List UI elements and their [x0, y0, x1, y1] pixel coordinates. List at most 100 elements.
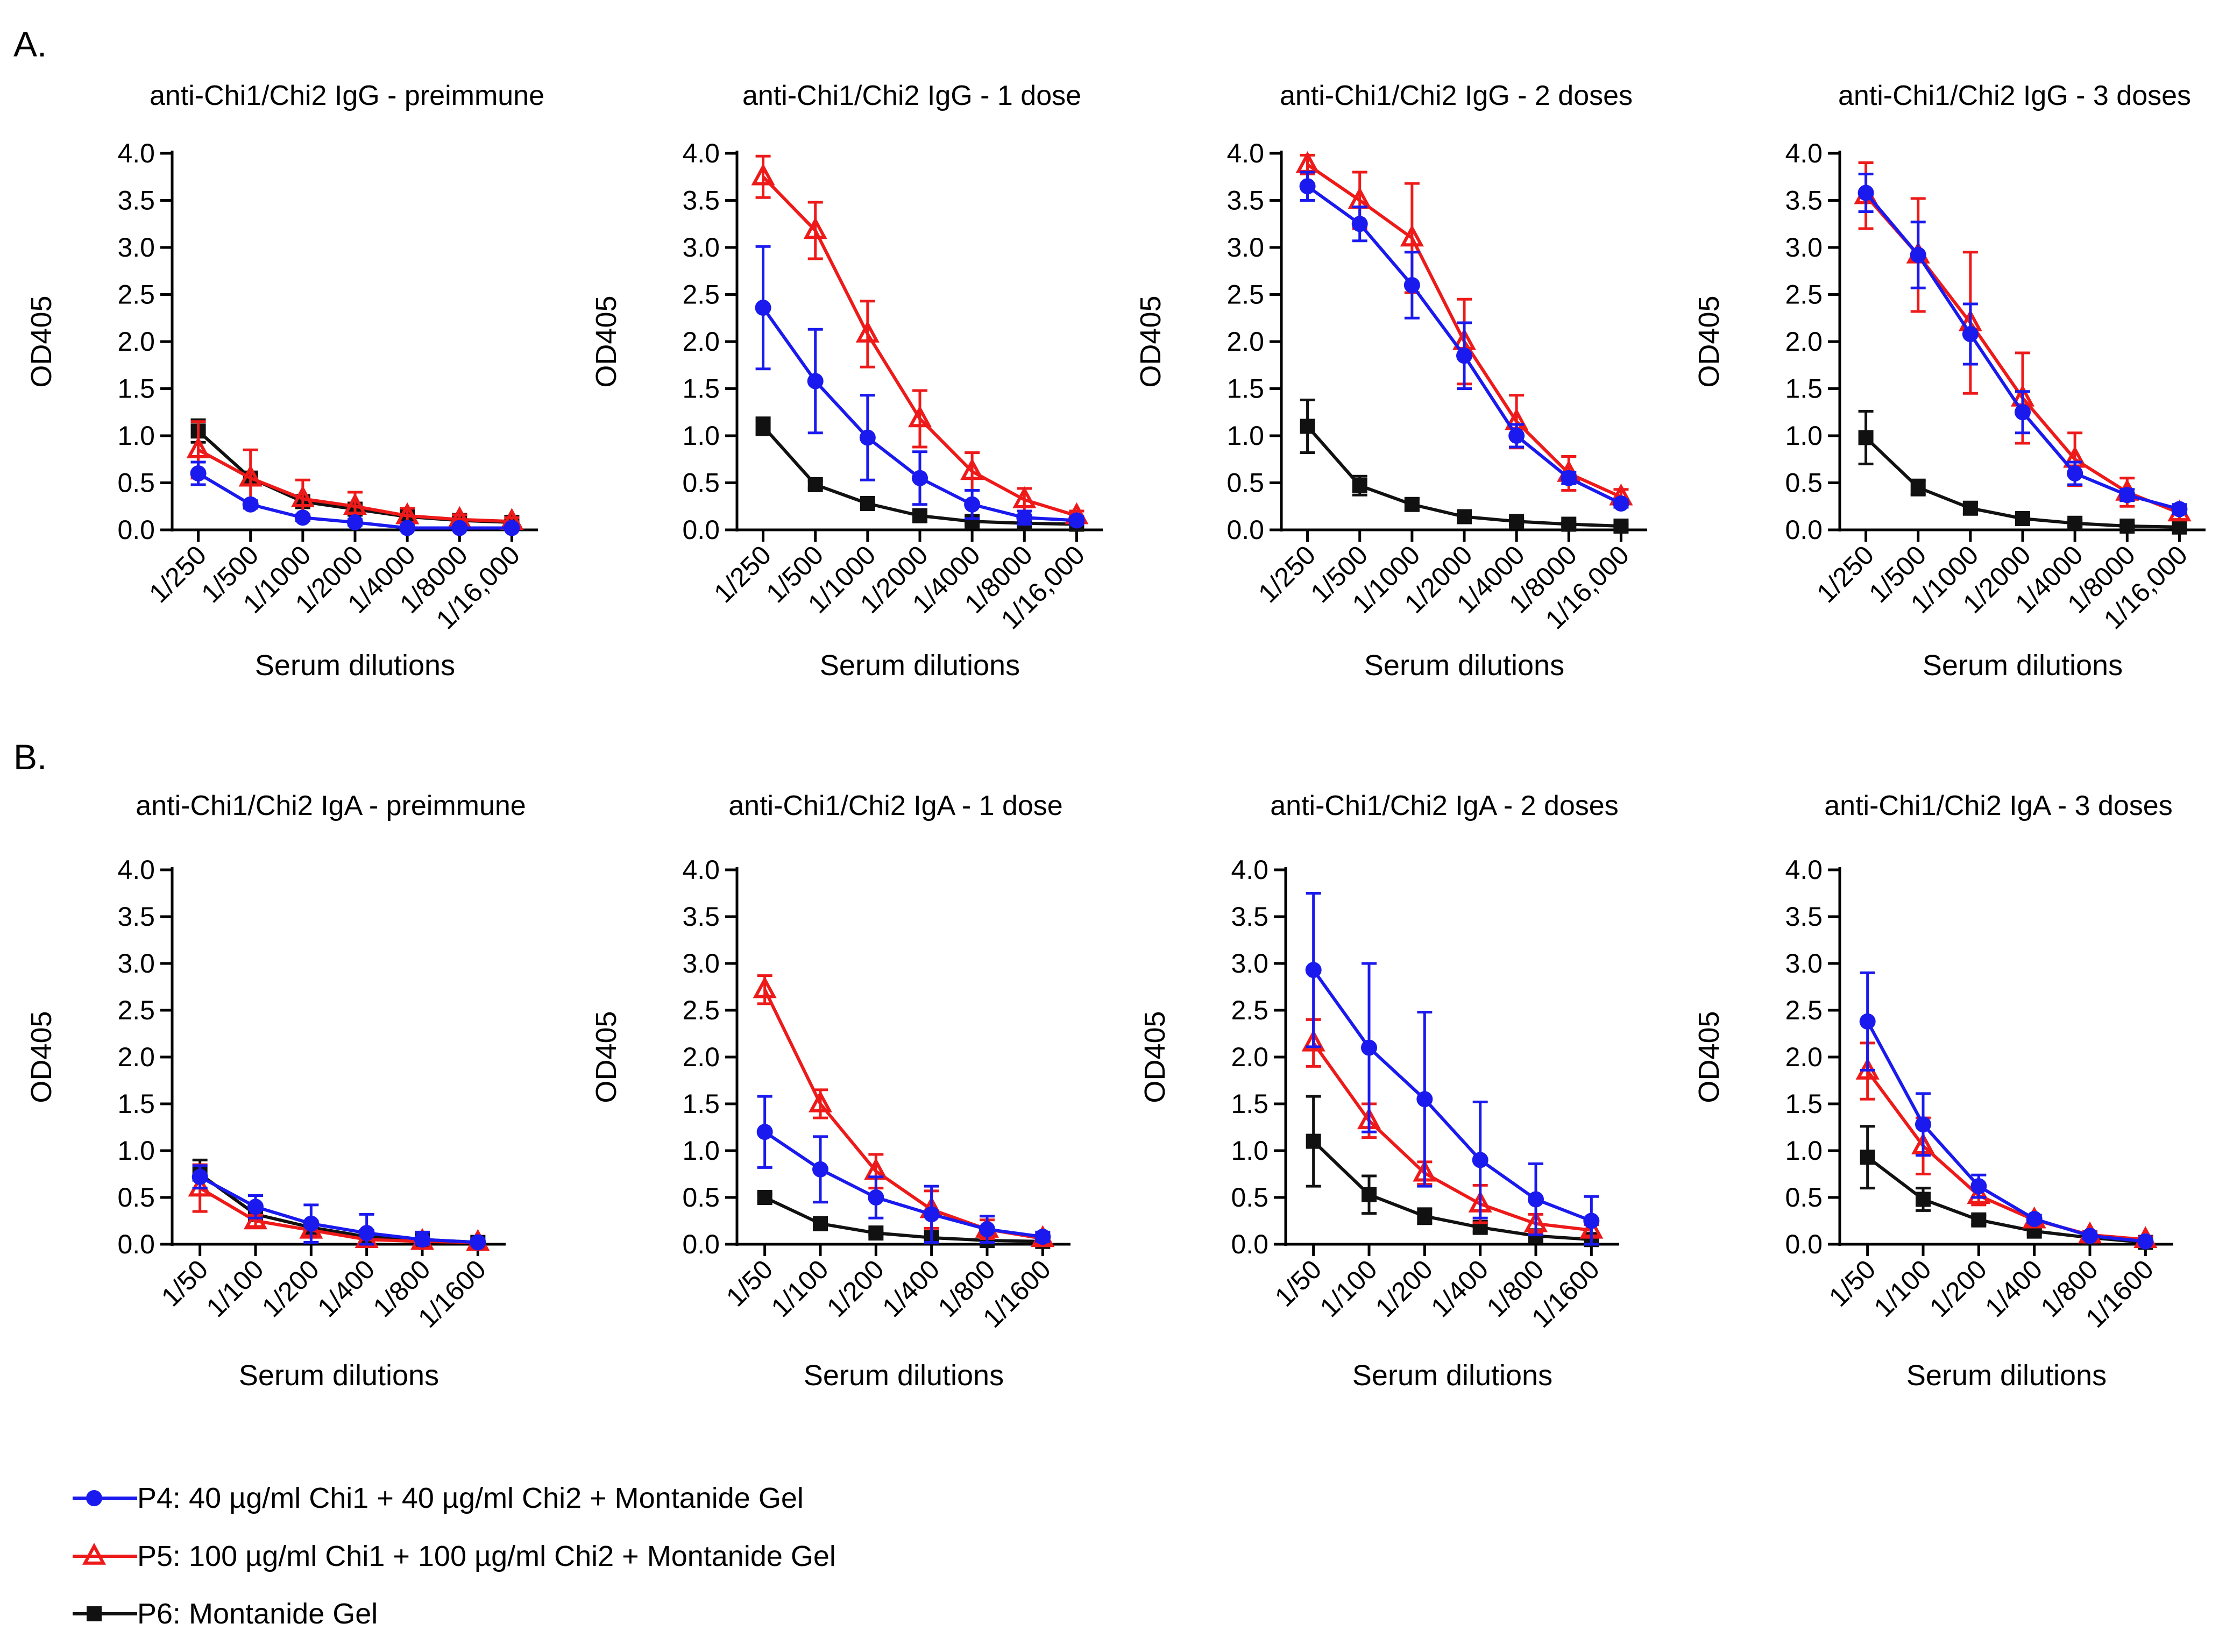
data-point-P4	[451, 520, 468, 536]
x-tick-label: 1/200	[256, 1254, 325, 1323]
x-axis-label: Serum dilutions	[1906, 1359, 2107, 1392]
y-tick-label: 2.0	[1785, 1042, 1823, 1072]
data-point-P6	[2015, 511, 2030, 526]
series-P4	[190, 460, 520, 536]
data-point-P6	[2172, 519, 2187, 535]
y-tick-label: 4.0	[682, 855, 720, 885]
y-tick-label: 2.5	[1785, 280, 1823, 310]
data-point-P4	[1970, 1178, 1987, 1195]
y-tick-label: 3.5	[1785, 186, 1823, 216]
y-tick-label: 1.5	[117, 1089, 155, 1119]
y-tick-label: 0.0	[682, 515, 720, 545]
x-tick-label: 1/100	[201, 1254, 270, 1323]
y-tick-label: 0.5	[682, 1182, 720, 1213]
series-P5	[1855, 1041, 2158, 1249]
data-point-P6	[1300, 419, 1315, 434]
data-point-P6	[1417, 1208, 1433, 1224]
y-tick-label: 1.0	[682, 1136, 720, 1166]
data-point-P6	[807, 477, 823, 492]
data-point-P5	[803, 217, 827, 239]
series-line	[198, 1173, 478, 1244]
series-line	[1866, 1020, 2146, 1243]
data-point-P6	[2119, 519, 2135, 534]
x-tick-label: 1/250	[143, 540, 212, 608]
y-tick-label: 0.5	[117, 468, 155, 498]
data-point-P4	[190, 465, 207, 481]
y-tick-label: 3.0	[1785, 232, 1823, 263]
y-tick-label: 2.5	[682, 280, 720, 310]
x-tick-label: 1/400	[311, 1254, 380, 1323]
series-line	[763, 1130, 1043, 1239]
y-tick-label: 2.0	[682, 327, 720, 357]
data-point-P6	[813, 1216, 828, 1231]
y-tick-label: 2.0	[117, 327, 155, 357]
data-point-P4	[2171, 501, 2188, 517]
chart-title: anti-Chi1/Chi2 IgA - 1 dose	[728, 790, 1062, 821]
y-tick-label: 2.5	[117, 995, 155, 1025]
series-P4	[1858, 173, 2188, 517]
legend-label: P4: 40 µg/ml Chi1 + 40 µg/ml Chi2 + Mont…	[137, 1482, 804, 1514]
y-tick-label: 3.5	[682, 186, 720, 216]
chart-title: anti-Chi1/Chi2 IgA - 2 doses	[1270, 790, 1618, 821]
series-line	[1864, 192, 2180, 511]
data-point-P4	[358, 1225, 375, 1242]
x-axis-label: Serum dilutions	[820, 649, 1020, 682]
y-tick-label: 0.0	[117, 515, 155, 545]
series-P4	[1859, 971, 2154, 1250]
y-tick-label: 0.5	[1785, 468, 1823, 498]
data-point-P4	[1403, 277, 1420, 293]
y-tick-label: 4.0	[117, 138, 155, 168]
data-point-P5	[1012, 486, 1037, 508]
panel-label-a: A.	[13, 24, 47, 64]
data-point-P6	[1860, 1150, 1875, 1165]
data-point-P6	[912, 508, 927, 523]
series-P6	[1858, 410, 2187, 535]
chart-2: anti-Chi1/Chi2 IgG - 1 dose 0.0 0.5 1.0 1.5 2…	[590, 80, 1103, 682]
data-point-P4	[2119, 487, 2136, 504]
data-point-P4	[347, 514, 363, 530]
y-tick-label: 1.0	[1231, 1136, 1268, 1166]
series-line	[1312, 1140, 1592, 1242]
series-line	[764, 1196, 1043, 1243]
x-tick-label: 1/400	[1425, 1254, 1494, 1323]
data-point-P4	[1962, 326, 1979, 342]
data-point-P4	[1561, 470, 1577, 486]
x-axis-label: Serum dilutions	[1364, 649, 1564, 682]
legend-label: P6: Montanide Gel	[137, 1598, 378, 1630]
y-tick-label: 0.5	[1227, 468, 1264, 498]
y-tick-label: 1.0	[1227, 421, 1264, 451]
y-tick-label: 3.5	[1231, 902, 1268, 932]
series-P6	[1300, 399, 1629, 534]
x-axis-label: Serum dilutions	[1923, 649, 2123, 682]
y-tick-label: 2.5	[1785, 995, 1823, 1025]
data-point-P6	[860, 496, 875, 511]
y-axis-label: OD405	[1693, 295, 1725, 387]
data-point-P6	[1613, 519, 1629, 534]
chart-title: anti-Chi1/Chi2 IgG - 1 dose	[742, 80, 1081, 111]
x-tick-label: 1/100	[1314, 1254, 1383, 1323]
data-point-P4	[414, 1231, 430, 1248]
y-tick-label: 3.5	[1227, 186, 1264, 216]
y-tick-label: 0.5	[1231, 1182, 1268, 1213]
data-point-P5	[238, 464, 263, 487]
data-point-P6	[2067, 515, 2083, 531]
data-point-P4	[859, 429, 876, 446]
series-P4	[756, 1095, 1051, 1245]
legend-marker	[86, 1490, 102, 1506]
data-point-P4	[247, 1199, 264, 1215]
data-point-P4	[756, 1124, 773, 1140]
chart-1: anti-Chi1/Chi2 IgG - preimmune 0.0 0.5 1.0 1…	[25, 80, 544, 682]
y-tick-label: 0.0	[682, 1229, 720, 1259]
data-point-P4	[1305, 962, 1322, 979]
data-point-P5	[751, 163, 775, 186]
data-point-P4	[2015, 404, 2031, 421]
y-tick-label: 1.0	[682, 421, 720, 451]
y-tick-label: 4.0	[1227, 138, 1264, 168]
data-point-P4	[812, 1161, 828, 1178]
y-tick-label: 0.0	[1231, 1229, 1268, 1259]
data-point-P4	[1528, 1191, 1544, 1208]
chart-title: anti-Chi1/Chi2 IgG - preimmune	[150, 80, 544, 111]
y-tick-label: 2.0	[1227, 327, 1264, 357]
series-P6	[757, 1190, 1051, 1249]
data-point-P4	[1508, 428, 1525, 444]
